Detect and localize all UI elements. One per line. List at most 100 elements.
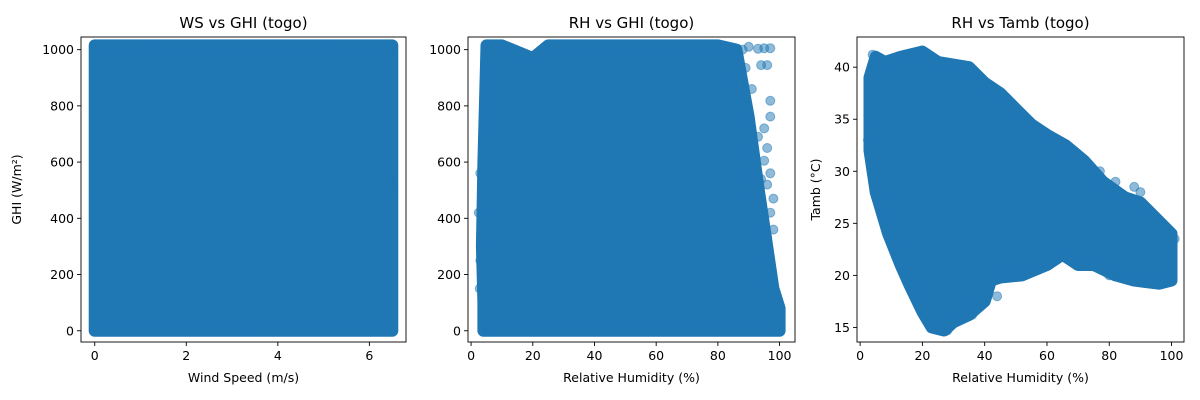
scatter-point — [475, 168, 486, 179]
x-tick-label: 40 — [587, 348, 603, 363]
scatter-point — [973, 296, 984, 307]
scatter-point — [765, 207, 776, 218]
y-tick-label: 25 — [834, 216, 850, 231]
y-tick-label: 0 — [453, 323, 461, 338]
scatter-point — [254, 41, 265, 51]
scatter-point — [1042, 135, 1052, 146]
x-tick-label: 20 — [914, 348, 930, 363]
scatter-point — [765, 168, 776, 179]
scatter-point — [89, 325, 100, 336]
scatter-point — [759, 123, 770, 134]
y-tick-label: 30 — [834, 164, 850, 179]
axes-frame — [467, 36, 796, 343]
scatter-dense-region — [863, 45, 1178, 337]
scatter-point — [1135, 275, 1146, 286]
scatter-point — [1001, 270, 1012, 281]
scatter-point — [1166, 249, 1177, 260]
scatter-point — [387, 179, 398, 190]
scatter-point — [753, 43, 763, 54]
scatter-point — [475, 255, 486, 266]
chart-panel-3: 0 20 40 60 80 100 15 20 25 30 35 40 RH vs Tamb (togo… — [808, 14, 1185, 385]
scatter-dense-region — [475, 39, 786, 337]
scatter-point — [484, 324, 495, 335]
scatter-point — [89, 40, 100, 51]
x-tick-label: 6 — [365, 348, 373, 363]
chart-title: RH vs Tamb (togo) — [951, 14, 1089, 32]
y-tick-label: 35 — [834, 112, 850, 127]
x-tick-label: 0 — [856, 348, 864, 363]
y-tick-label: 1000 — [42, 42, 74, 57]
scatter-point — [740, 62, 751, 73]
y-tick-label: 1000 — [429, 42, 461, 57]
x-tick-label: 100 — [768, 348, 792, 363]
scatter-point — [867, 49, 878, 60]
scatter-point — [768, 224, 779, 235]
x-tick-label: 20 — [525, 348, 541, 363]
scatter-point — [737, 44, 748, 55]
scatter-point — [1135, 187, 1146, 198]
scatter-point — [765, 111, 776, 122]
chart-panel-1: 0 2 4 6 0 200 400 600 800 1000 WS vs GHI (togo) Win… — [9, 14, 407, 385]
scatter-point — [1026, 263, 1037, 274]
y-tick-label: 40 — [834, 60, 850, 75]
x-tick-label: 60 — [1039, 348, 1055, 363]
scatter-point — [89, 190, 100, 201]
y-tick-label: 200 — [50, 267, 74, 282]
scatter-dense-region — [88, 39, 399, 337]
scatter-point — [144, 41, 155, 52]
scatter-point — [1057, 145, 1068, 156]
scatter-point — [1169, 233, 1180, 244]
scatter-point — [743, 190, 754, 201]
x-tick-label: 0 — [91, 348, 99, 363]
scatter-point — [756, 60, 767, 71]
scatter-point — [749, 151, 760, 162]
scatter-point — [387, 325, 398, 336]
axes-frame — [856, 36, 1185, 343]
plot-area — [88, 39, 399, 337]
scatter-point — [1073, 260, 1084, 270]
scatter-point — [1104, 270, 1115, 281]
x-axis-label: Relative Humidity (%) — [952, 370, 1089, 385]
plot-area — [473, 39, 786, 337]
scatter-point — [895, 51, 906, 62]
y-tick-label: 15 — [834, 320, 850, 335]
scatter-point — [933, 320, 943, 331]
axes-frame — [80, 36, 407, 343]
scatter-point — [1110, 176, 1121, 187]
y-tick-label: 800 — [437, 98, 461, 113]
scatter-point — [204, 40, 215, 51]
x-axis-label: Wind Speed (m/s) — [188, 370, 299, 385]
scatter-point — [942, 325, 953, 336]
scatter-point — [864, 114, 875, 125]
y-tick-label: 400 — [50, 211, 74, 226]
y-tick-label: 200 — [437, 267, 461, 282]
scatter-point — [753, 131, 763, 142]
x-tick-label: 2 — [182, 348, 190, 363]
scatter-point — [473, 207, 484, 218]
x-tick-label: 80 — [710, 348, 726, 363]
scatter-point — [759, 155, 770, 166]
y-tick-label: 800 — [50, 98, 74, 113]
x-tick-label: 4 — [274, 348, 282, 363]
y-axis-label: Tamb (°C) — [808, 158, 823, 221]
chart-title: RH vs GHI (togo) — [569, 14, 695, 32]
scatter-point — [917, 45, 928, 56]
scatter-point — [762, 179, 773, 190]
x-tick-label: 60 — [648, 348, 664, 363]
x-tick-label: 40 — [977, 348, 993, 363]
scatter-point — [387, 40, 398, 51]
x-tick-label: 0 — [467, 348, 475, 363]
scatter-point — [740, 100, 751, 111]
y-axis-label: GHI (W/m²) — [9, 154, 24, 224]
scatter-point — [1157, 278, 1168, 289]
x-axis-label: Relative Humidity (%) — [563, 370, 700, 385]
scatter-point — [236, 325, 247, 336]
y-tick-label: 600 — [437, 155, 461, 170]
scatter-point — [862, 135, 873, 146]
plot-area — [862, 45, 1180, 337]
y-tick-label: 400 — [437, 211, 461, 226]
scatter-point — [323, 40, 334, 51]
scatter-point — [1116, 270, 1127, 281]
x-tick-label: 100 — [1160, 348, 1184, 363]
